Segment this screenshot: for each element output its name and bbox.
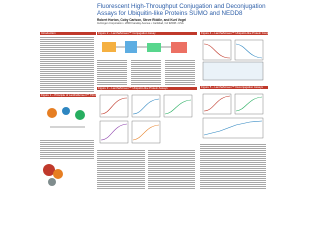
section-heading: Figure 5 – LanthaScreen™ Deconjugation A…	[200, 86, 268, 90]
figure-plots	[202, 39, 264, 81]
affiliation: Invitrogen Corporation • 2800 Faraday Av…	[97, 22, 184, 25]
poster-title: Fluorescent High-Throughput Conjugation …	[97, 3, 266, 17]
figure-plots	[202, 93, 264, 139]
body-text	[97, 150, 145, 190]
section-heading: Figure 4 – LanthaScreen™ Ubiquitin-like …	[200, 32, 268, 36]
body-text	[40, 37, 94, 93]
section-heading: Figure 1 – Principle of LanthaScreen™ TR…	[40, 94, 96, 98]
body-text	[165, 60, 195, 85]
body-text	[131, 60, 161, 85]
section-heading: Introduction	[40, 32, 96, 36]
body-text	[40, 140, 94, 160]
section-heading: Figure 2 – LanthaScreen™ Conjugation Ass…	[97, 32, 197, 36]
body-text	[148, 150, 195, 190]
body-text	[200, 144, 266, 190]
body-text	[97, 60, 127, 85]
diagram	[47, 107, 85, 128]
diagram	[102, 41, 187, 53]
figure-plots	[99, 94, 193, 144]
poster: Fluorescent High-Throughput Conjugation …	[40, 3, 268, 190]
section-heading: Figure 3 – LanthaScreen™ Ubiquitin-like …	[97, 87, 197, 91]
logo	[43, 164, 63, 186]
authors: Robert Horton, Coby Carlson, Steve Riddl…	[97, 18, 187, 22]
